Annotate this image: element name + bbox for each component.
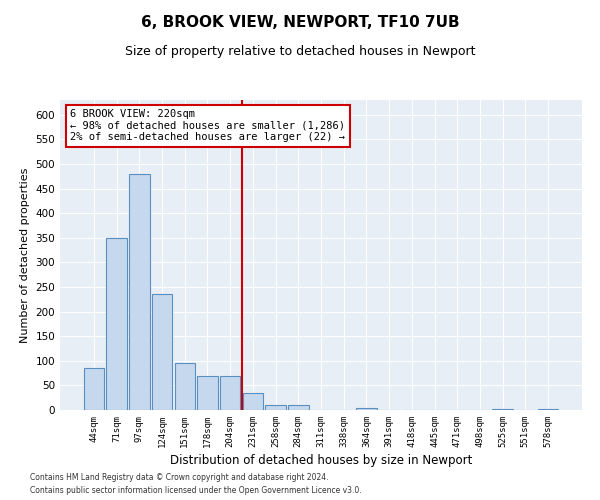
Bar bbox=[265, 405, 286, 410]
Bar bbox=[220, 376, 241, 410]
Bar bbox=[538, 409, 558, 410]
Bar bbox=[288, 405, 308, 410]
Text: 6, BROOK VIEW, NEWPORT, TF10 7UB: 6, BROOK VIEW, NEWPORT, TF10 7UB bbox=[140, 15, 460, 30]
Text: 6 BROOK VIEW: 220sqm
← 98% of detached houses are smaller (1,286)
2% of semi-det: 6 BROOK VIEW: 220sqm ← 98% of detached h… bbox=[70, 110, 346, 142]
Bar bbox=[242, 393, 263, 410]
Bar bbox=[106, 238, 127, 410]
Bar bbox=[84, 368, 104, 410]
Bar bbox=[197, 376, 218, 410]
X-axis label: Distribution of detached houses by size in Newport: Distribution of detached houses by size … bbox=[170, 454, 472, 467]
Bar bbox=[493, 408, 513, 410]
Text: Size of property relative to detached houses in Newport: Size of property relative to detached ho… bbox=[125, 45, 475, 58]
Text: Contains HM Land Registry data © Crown copyright and database right 2024.: Contains HM Land Registry data © Crown c… bbox=[30, 474, 329, 482]
Bar bbox=[152, 294, 172, 410]
Text: Contains public sector information licensed under the Open Government Licence v3: Contains public sector information licen… bbox=[30, 486, 362, 495]
Bar bbox=[175, 364, 195, 410]
Bar bbox=[356, 408, 377, 410]
Bar bbox=[129, 174, 149, 410]
Y-axis label: Number of detached properties: Number of detached properties bbox=[20, 168, 30, 342]
